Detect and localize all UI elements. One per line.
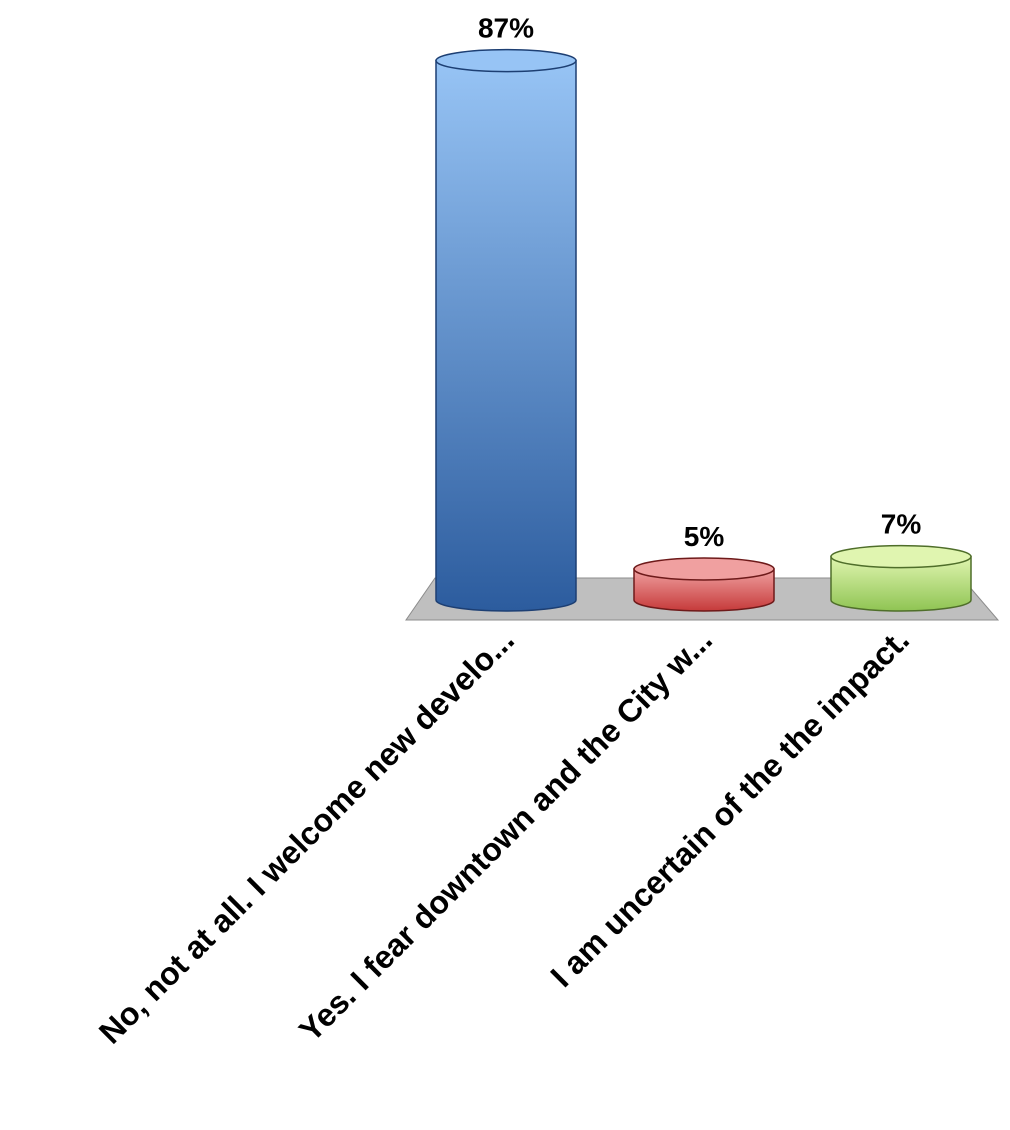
bar-1 bbox=[435, 48, 577, 612]
bar-3 bbox=[830, 544, 972, 612]
value-label-2: 5% bbox=[684, 521, 725, 552]
category-label-2: Yes. I fear downtown and the City w... bbox=[292, 621, 719, 1048]
category-label-1: No, not at all. I welcome new develo... bbox=[92, 621, 521, 1050]
category-label-3: I am uncertain of the the impact. bbox=[543, 621, 915, 993]
bar-cap-2 bbox=[633, 557, 775, 581]
value-label-3: 7% bbox=[881, 509, 922, 540]
bar-body-2 bbox=[633, 568, 775, 612]
category-labels-layer: No, not at all. I welcome new develo...Y… bbox=[92, 621, 916, 1050]
value-label-1: 87% bbox=[478, 13, 534, 44]
bar-2 bbox=[633, 557, 775, 612]
bars-layer bbox=[435, 48, 972, 612]
bar-body-3 bbox=[830, 555, 972, 612]
bar-cap-3 bbox=[830, 544, 972, 569]
bar-body-1 bbox=[435, 59, 577, 612]
bar-cap-1 bbox=[435, 48, 577, 73]
value-labels-layer: 87% 5% 7% bbox=[478, 13, 921, 552]
